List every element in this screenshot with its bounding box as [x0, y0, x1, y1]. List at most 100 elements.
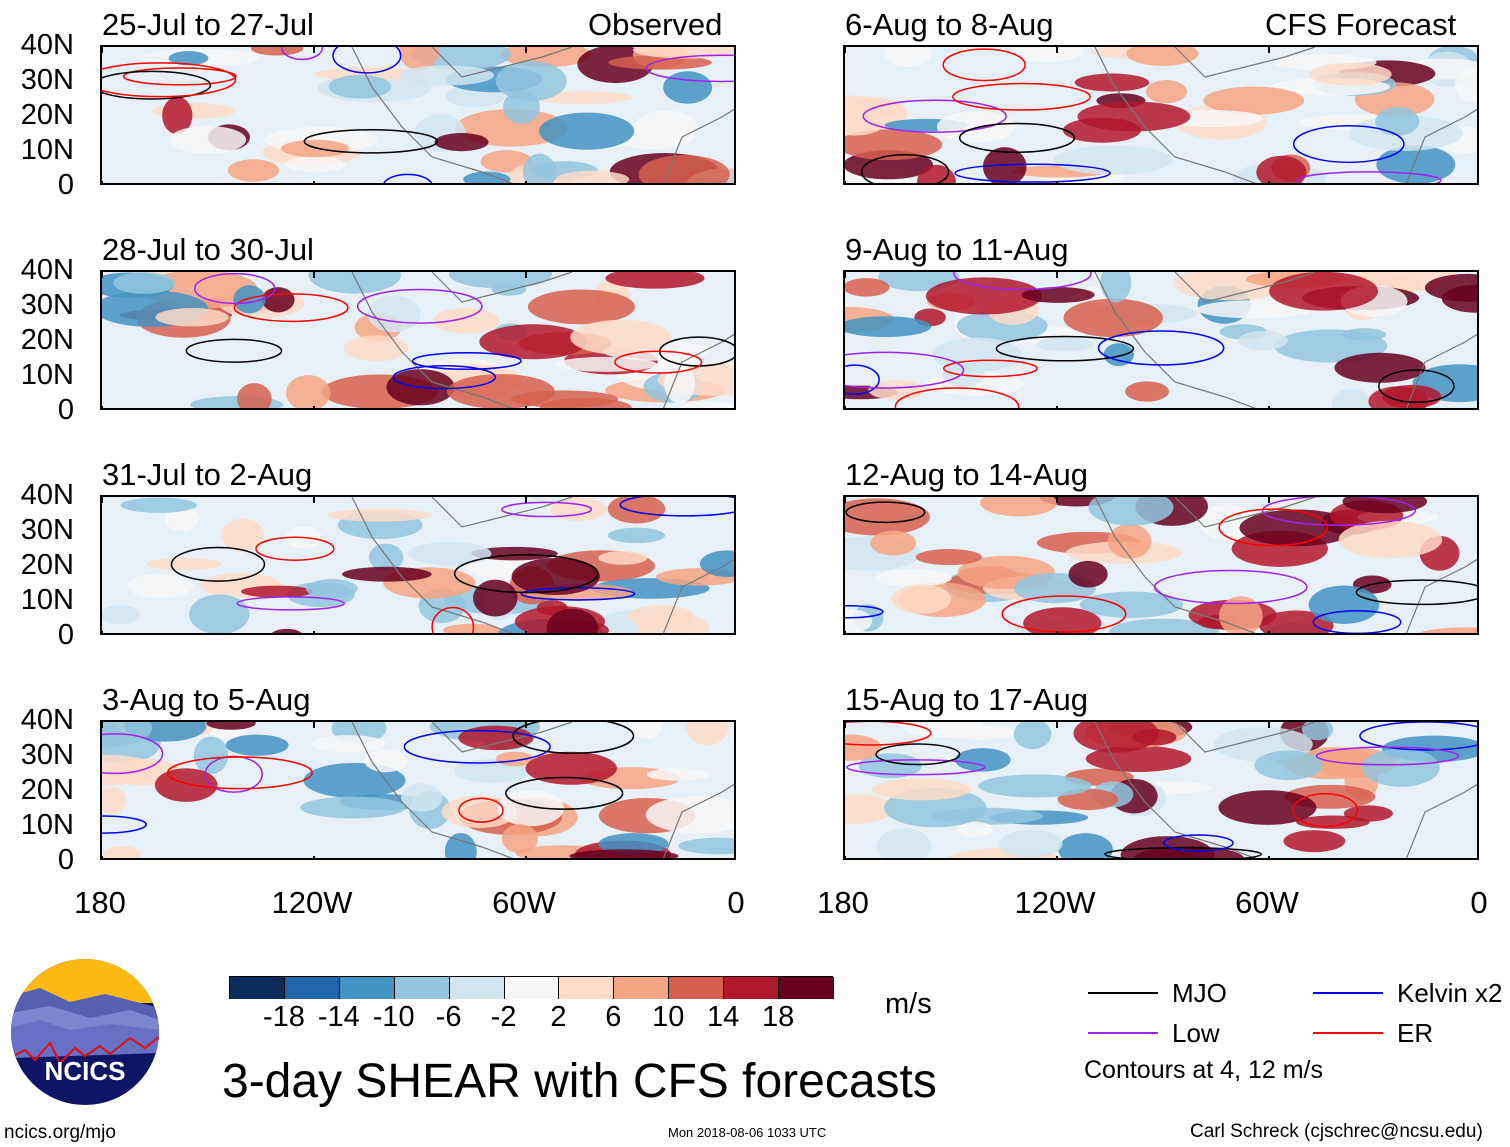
panel-title: 25-Jul to 27-Jul: [102, 7, 314, 42]
shear-shading: [1203, 86, 1305, 115]
shear-shading: [479, 324, 588, 360]
wave-contour: [942, 48, 1026, 82]
wave-contour: [392, 365, 497, 390]
shear-shading: [443, 623, 501, 633]
y-tick-label: 40N: [20, 254, 74, 286]
wave-contour: [845, 364, 880, 395]
legend-label: MJO: [1172, 978, 1227, 1008]
colorbar-swatch: [504, 977, 560, 999]
shear-shading: [845, 278, 890, 297]
shear-shading: [236, 383, 272, 408]
shear-shading: [1256, 155, 1307, 183]
y-tick-label: 40N: [20, 479, 74, 511]
colorbar-tick-label: 18: [761, 1001, 795, 1033]
wave-contour: [1218, 508, 1329, 547]
shear-shading: [168, 51, 209, 66]
shear-shading: [598, 833, 669, 855]
shear-shading: [1254, 750, 1323, 781]
shear-shading: [915, 549, 983, 566]
shear-shading: [495, 751, 534, 767]
shear-shading: [569, 849, 679, 858]
panel-title: 12-Aug to 14-Aug: [845, 457, 1089, 492]
legend-line-icon: [1088, 992, 1158, 994]
wave-contour: [170, 546, 266, 582]
colorbar-swatch: [614, 977, 670, 999]
shear-shading: [1331, 388, 1371, 408]
wave-contour: [952, 82, 1091, 111]
shear-shading: [326, 508, 432, 522]
shear-map-panel: [843, 45, 1479, 185]
footer-author: Carl Schreck (cjschrec@ncsu.edu): [1190, 1121, 1483, 1142]
wave-contour: [1296, 171, 1442, 183]
footer-url[interactable]: ncics.org/mjo: [4, 1122, 116, 1143]
shear-shading: [1068, 560, 1108, 588]
shear-shading: [1419, 627, 1477, 633]
colorbar-tick-label: 6: [605, 1001, 622, 1033]
shear-shading: [1273, 329, 1388, 363]
ncics-logo: NCICS: [10, 958, 160, 1106]
shear-shading: [871, 778, 972, 801]
shear-shading: [221, 518, 265, 552]
shear-shading: [225, 734, 289, 756]
shear-map-panel: [100, 495, 736, 635]
y-tick-label: 40N: [20, 29, 74, 61]
wave-contour: [501, 501, 593, 518]
shear-shading: [432, 307, 500, 334]
wave-contour: [845, 501, 926, 524]
colorbar-tick-label: -10: [372, 1001, 415, 1033]
shear-shading: [1036, 337, 1093, 352]
shear-shading: [1021, 286, 1095, 303]
shear-shading: [1342, 497, 1428, 514]
wave-contour: [122, 67, 237, 86]
shear-shading: [261, 287, 295, 313]
wave-contour: [102, 815, 147, 834]
panel-title: 9-Aug to 11-Aug: [845, 232, 1069, 267]
shear-shading: [285, 375, 331, 408]
shear-shading: [154, 768, 218, 802]
shear-shading: [925, 277, 1042, 315]
shear-map-panel: [843, 720, 1479, 860]
wave-contour: [1001, 595, 1127, 633]
shear-shading: [401, 783, 443, 812]
wave-contour: [845, 351, 965, 389]
colorbar-swatch: [724, 977, 780, 999]
wave-contour: [1104, 847, 1263, 858]
y-tick-label: 0: [57, 394, 74, 426]
shear-shading: [1058, 833, 1113, 858]
wave-contour: [1315, 746, 1460, 766]
colorbar-tick-label: -14: [317, 1001, 360, 1033]
shear-shading: [496, 790, 564, 827]
shear-shading: [527, 289, 636, 325]
wave-contour: [332, 47, 402, 74]
wave-contour: [520, 587, 636, 601]
shear-shading: [534, 91, 633, 105]
wave-contour: [860, 153, 950, 183]
wave-contour: [102, 62, 237, 98]
shear-shading: [570, 319, 672, 355]
y-tick-label: 0: [57, 619, 74, 651]
shear-shading: [1269, 272, 1379, 311]
shear-shading: [1108, 618, 1219, 633]
shear-shading: [1063, 298, 1163, 338]
shear-shading: [398, 65, 495, 86]
wave-contour: [185, 338, 283, 363]
wave-contour: [383, 173, 433, 183]
wave-contour: [645, 54, 734, 83]
wave-contour: [1153, 569, 1308, 605]
shear-shading: [446, 374, 555, 408]
coastline: [351, 497, 734, 633]
colorbar-tick-label: 10: [652, 1001, 685, 1033]
wave-contour: [894, 387, 1020, 408]
colorbar-swatch: [779, 977, 834, 999]
shear-shading: [308, 272, 401, 294]
shear-shading: [546, 608, 598, 633]
colorbar-swatch: [284, 977, 340, 999]
shear-shading: [608, 55, 712, 70]
shear-shading: [1013, 722, 1052, 750]
wave-contour: [102, 733, 164, 775]
shear-shading: [980, 497, 1058, 517]
shear-shading: [1334, 352, 1426, 383]
shear-shading: [1103, 343, 1134, 367]
shear-shading: [343, 335, 409, 362]
shear-shading: [870, 530, 917, 556]
